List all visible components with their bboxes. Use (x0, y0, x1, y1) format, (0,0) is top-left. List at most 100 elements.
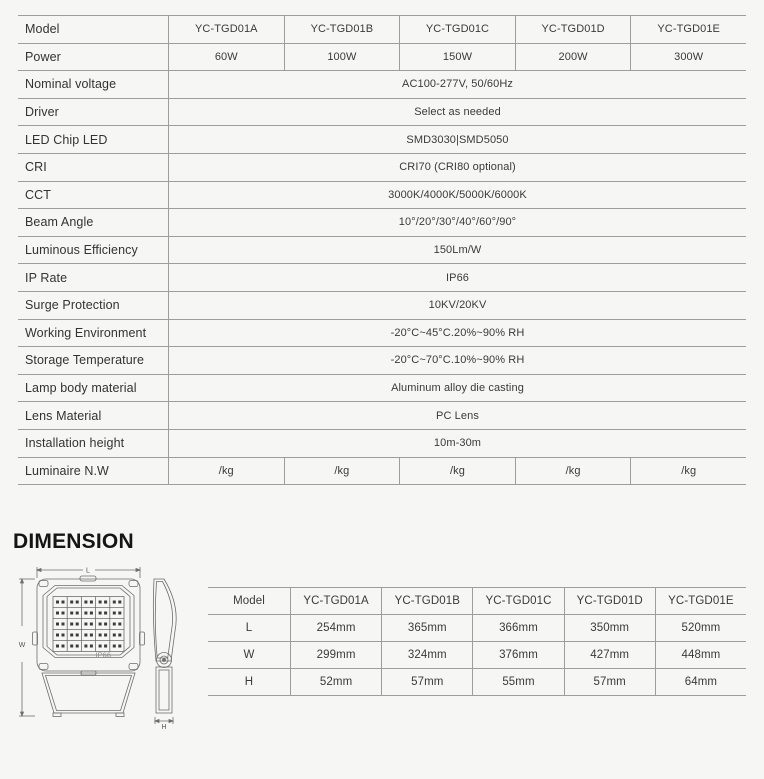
model-cell: YC-TGD01D (514, 16, 631, 43)
dim-row-label: W (243, 649, 255, 662)
power-cell: 60W (168, 43, 284, 71)
row-value: Select as needed (168, 98, 746, 126)
dim-value-cell: 55mm (472, 669, 563, 696)
table-row-led-chip: LED Chip LED SMD3030|SMD5050 (18, 126, 746, 154)
row-value: PC Lens (168, 402, 746, 429)
dim-value-cell: 299mm (290, 642, 381, 669)
row-label: LED Chip LED (25, 132, 108, 147)
dim-value-cell: 57mm (563, 669, 655, 696)
table-row-lens-material: Lens Material PC Lens (18, 402, 746, 430)
dim-value-cell: 376mm (472, 642, 563, 669)
table-row-lamp-body-material: Lamp body material Aluminum alloy die ca… (18, 374, 746, 403)
row-value: SMD3030|SMD5050 (168, 126, 746, 153)
dim-value-cell: 366mm (472, 615, 563, 642)
row-value: 3000K/4000K/5000K/6000K (168, 181, 746, 209)
row-label: CCT (25, 187, 51, 202)
table-row-surge-protection: Surge Protection 10KV/20KV (18, 291, 746, 320)
model-cell: YC-TGD01C (399, 16, 515, 43)
table-row-power: Power 60W 100W 150W 200W 300W (18, 43, 746, 72)
dimension-row-h: H 52mm 57mm 55mm 57mm 64mm (208, 669, 746, 697)
row-label: Lamp body material (25, 381, 137, 396)
table-row-ip-rate: IP Rate IP66 (18, 264, 746, 292)
dimension-body: L W H IP66 Model YC-TGD01A YC-TGD01B YC-… (15, 564, 764, 739)
dim-value-cell: 365mm (381, 615, 472, 642)
row-label: Model (25, 22, 60, 37)
power-cell: 150W (399, 43, 515, 71)
nw-cell: /kg (630, 457, 746, 485)
power-cell: 200W (514, 43, 631, 71)
dim-value-cell: 52mm (290, 669, 381, 696)
dim-row-label: L (245, 622, 253, 635)
dim-value-cell: 350mm (563, 615, 655, 642)
row-label: Beam Angle (25, 215, 94, 230)
dim-l-label: L (86, 568, 90, 575)
row-label: Working Environment (25, 325, 147, 340)
row-label: Lens Material (25, 408, 102, 423)
dim-header-cell: YC-TGD01C (472, 588, 563, 615)
dimension-section-title: DIMENSION (13, 530, 134, 554)
table-row-driver: Driver Select as needed (18, 98, 746, 127)
dim-header-cell: YC-TGD01A (290, 588, 381, 615)
dim-value-cell: 520mm (654, 615, 746, 642)
row-label: Luminous Efficiency (25, 243, 138, 258)
power-cell: 300W (630, 43, 746, 71)
nw-cell: /kg (283, 457, 400, 485)
row-value: 150Lm/W (168, 236, 746, 264)
model-cell: YC-TGD01E (630, 16, 746, 43)
table-row-working-environment: Working Environment -20°C~45°C.20%~90% R… (18, 319, 746, 348)
table-row-nominal-voltage: Nominal voltage AC100-277V, 50/60Hz (18, 71, 746, 99)
row-value: 10m-30m (168, 429, 746, 457)
dim-value-cell: 57mm (381, 669, 472, 696)
spec-table: Model YC-TGD01A YC-TGD01B YC-TGD01C YC-T… (18, 15, 746, 486)
dim-value-cell: 427mm (563, 642, 655, 669)
table-row-luminaire-nw: Luminaire N.W /kg /kg /kg /kg /kg (18, 457, 746, 486)
table-row-cct: CCT 3000K/4000K/5000K/6000K (18, 181, 746, 210)
dim-value-cell: 448mm (654, 642, 746, 669)
dim-row-label: H (244, 676, 254, 689)
table-row-beam-angle: Beam Angle 10°/20°/30°/40°/60°/90° (18, 209, 746, 237)
row-value: -20°C~45°C.20%~90% RH (168, 319, 746, 347)
row-value: 10KV/20KV (168, 291, 746, 319)
nw-cell: /kg (168, 457, 284, 485)
table-row-storage-temperature: Storage Temperature -20°C~70°C.10%~90% R… (18, 347, 746, 375)
nw-cell: /kg (514, 457, 631, 485)
table-row-installation-height: Installation height 10m-30m (18, 429, 746, 458)
row-value: 10°/20°/30°/40°/60°/90° (168, 209, 746, 236)
row-value: CRI70 (CRI80 optional) (168, 153, 746, 181)
dim-header-cell: YC-TGD01D (563, 588, 655, 615)
row-label: Storage Temperature (25, 353, 145, 368)
row-label: CRI (25, 160, 47, 175)
row-label: Surge Protection (25, 298, 120, 313)
ip-rating-label: IP66 (96, 651, 111, 660)
dim-header-cell: Model (233, 595, 265, 608)
row-label: Power (25, 49, 61, 64)
row-label: Driver (25, 105, 59, 120)
row-value: -20°C~70°C.10%~90% RH (168, 347, 746, 374)
row-value: AC100-277V, 50/60Hz (168, 71, 746, 98)
dim-header-cell: YC-TGD01B (381, 588, 472, 615)
dim-w-label: W (19, 642, 26, 649)
row-label: Installation height (25, 436, 125, 451)
model-cell: YC-TGD01B (283, 16, 400, 43)
dim-value-cell: 324mm (381, 642, 472, 669)
led-dots (56, 600, 122, 648)
table-row-luminous-efficiency: Luminous Efficiency 150Lm/W (18, 236, 746, 265)
dim-header-cell: YC-TGD01E (654, 588, 746, 615)
row-label: Luminaire N.W (25, 463, 109, 478)
row-label: Nominal voltage (25, 77, 117, 92)
model-cell: YC-TGD01A (168, 16, 284, 43)
dimension-table: Model YC-TGD01A YC-TGD01B YC-TGD01C YC-T… (208, 587, 746, 697)
dim-h-label: H (161, 724, 166, 731)
table-row-model: Model YC-TGD01A YC-TGD01B YC-TGD01C YC-T… (18, 16, 746, 44)
nw-cell: /kg (399, 457, 515, 485)
dim-value-cell: 254mm (290, 615, 381, 642)
dimension-row-l: L 254mm 365mm 366mm 350mm 520mm (208, 615, 746, 643)
row-value: Aluminum alloy die casting (168, 374, 746, 402)
floodlight-drawing-icon: L W H IP66 (19, 567, 177, 731)
dimension-row-w: W 299mm 324mm 376mm 427mm 448mm (208, 642, 746, 670)
floodlight-technical-drawing: L W H IP66 (15, 564, 208, 739)
dim-value-cell: 64mm (654, 669, 746, 696)
row-value: IP66 (168, 264, 746, 291)
row-label: IP Rate (25, 270, 68, 285)
power-cell: 100W (283, 43, 400, 71)
